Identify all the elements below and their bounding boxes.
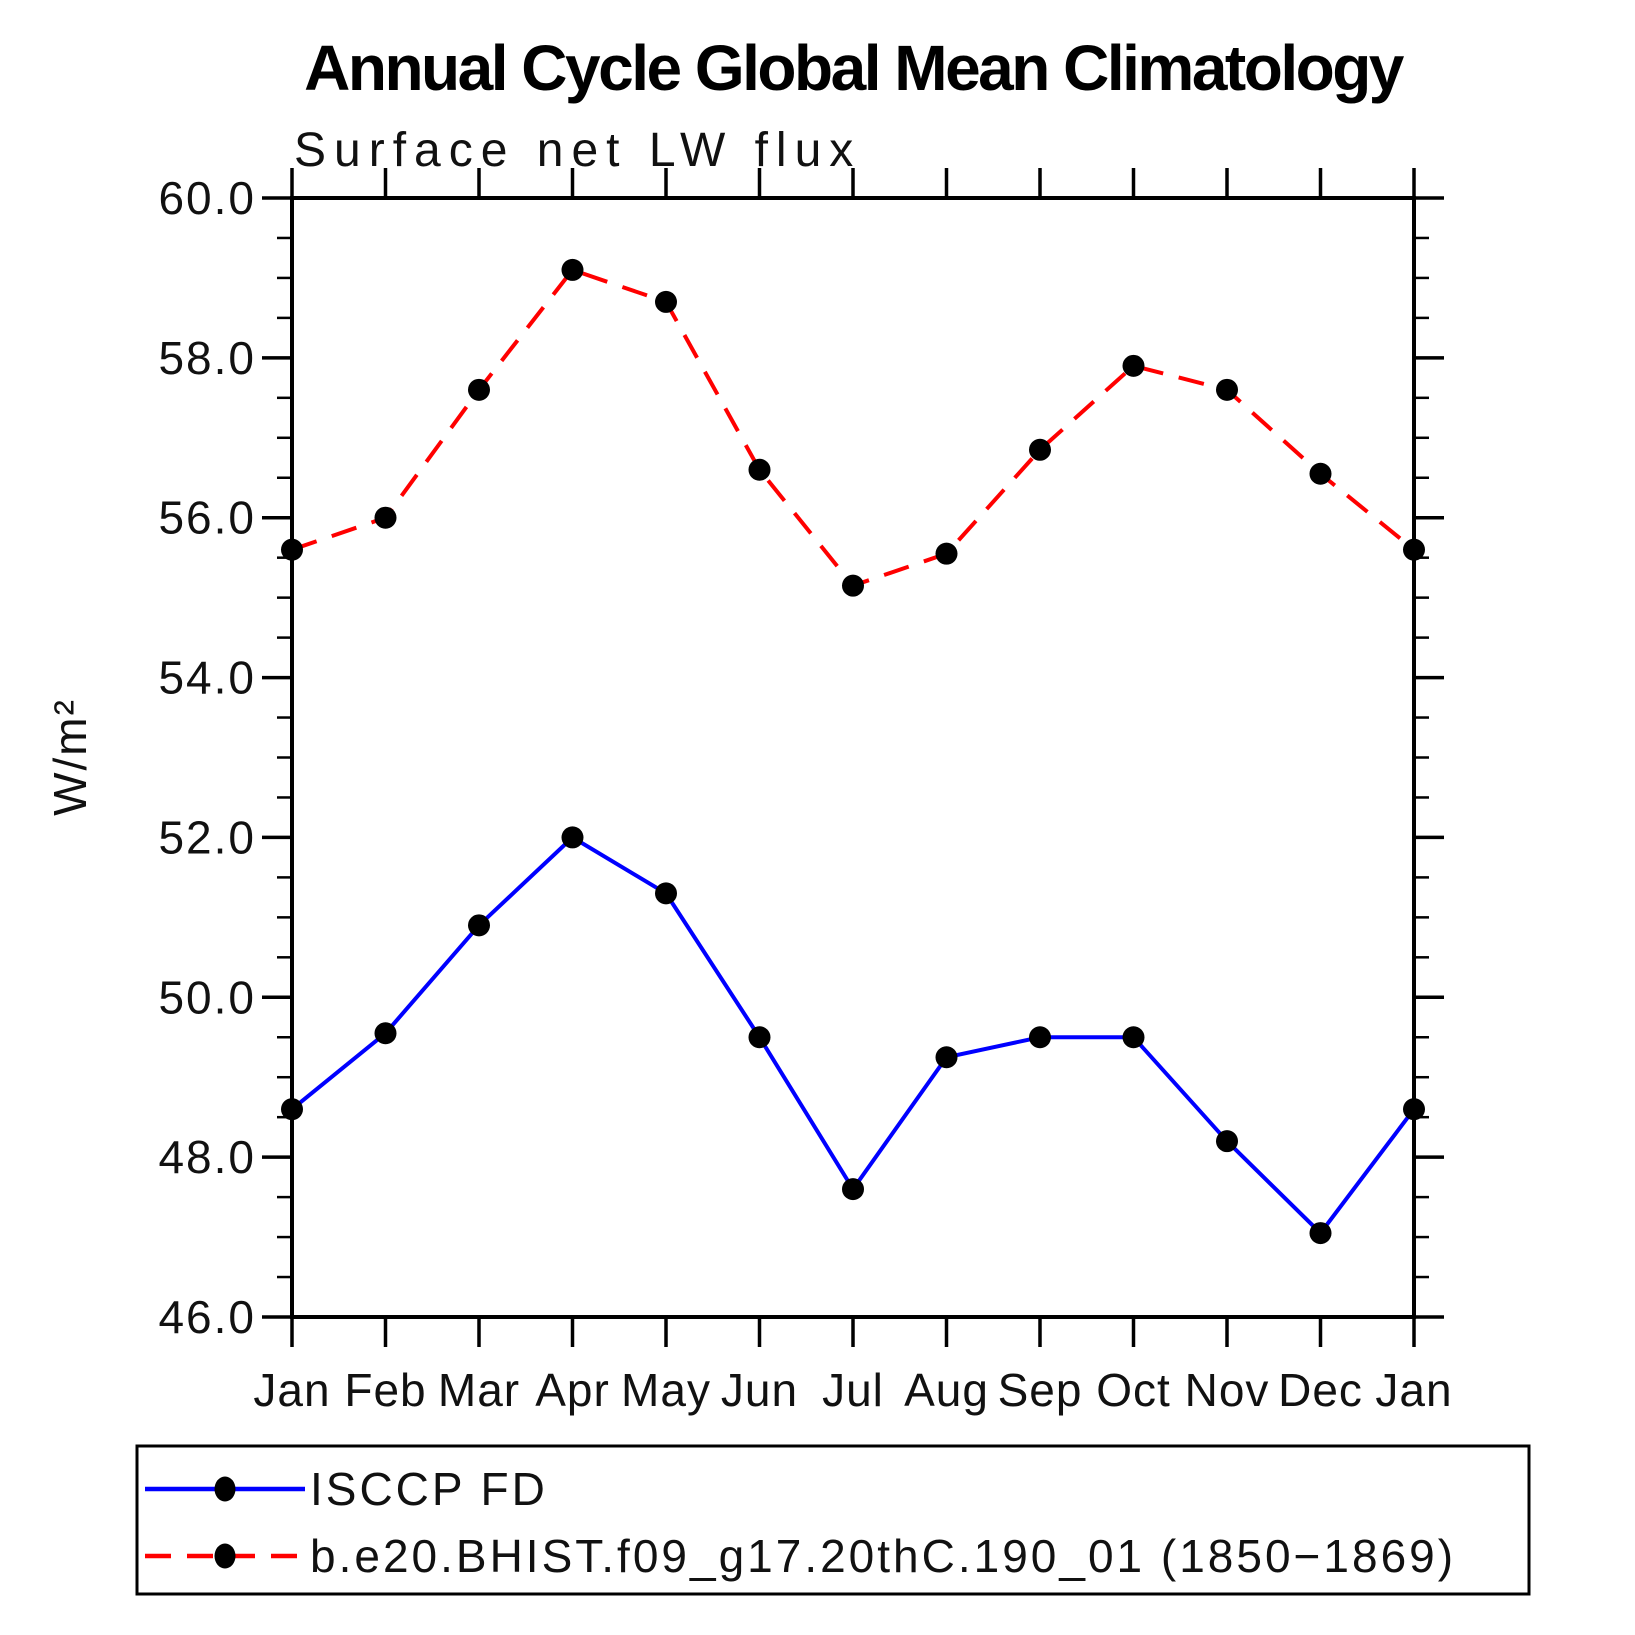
series-0-marker (655, 882, 677, 905)
series-1-marker (842, 574, 864, 597)
series-0-marker (1216, 1130, 1238, 1153)
legend-label-isccp-fd: ISCCP FD (310, 1463, 548, 1515)
x-tick-labels: Jan Feb Mar Apr May Jun Jul Aug Sep Oct Nov Dec Jan (253, 1364, 1452, 1416)
y-tick-label: 48.0 (158, 1131, 256, 1183)
x-tick-label: Nov (1185, 1364, 1270, 1416)
x-tick-label: Apr (535, 1364, 610, 1416)
x-tick-label: Jul (822, 1364, 884, 1416)
x-tick-label: May (621, 1364, 711, 1416)
x-tick-label: Aug (904, 1364, 989, 1416)
y-tick-label: 56.0 (158, 492, 256, 544)
axis-ticks (262, 168, 1444, 1347)
y-tick-label: 50.0 (158, 971, 256, 1023)
series-1-marker (748, 458, 771, 481)
series-0-line (290, 834, 1416, 1237)
series-1-marker (1029, 438, 1051, 461)
series-1-marker (1216, 378, 1238, 401)
x-tick-label: Oct (1096, 1364, 1171, 1416)
series-0-marker (1122, 1026, 1145, 1049)
y-axis-label: W/m² (44, 698, 96, 816)
legend-marker (214, 1476, 236, 1502)
plot-frame (290, 196, 1416, 1319)
legend-marker (214, 1543, 236, 1569)
x-tick-label: Mar (438, 1364, 520, 1416)
x-tick-label: Sep (998, 1364, 1083, 1416)
series-1-marker (935, 542, 958, 565)
series-0-marker (748, 1026, 771, 1049)
x-tick-label: Dec (1278, 1364, 1363, 1416)
y-tick-label: 46.0 (158, 1291, 256, 1343)
chart-subtitle: Surface net LW flux (294, 124, 861, 177)
chart-title: Annual Cycle Global Mean Climatology (304, 32, 1405, 104)
series-0-marker (468, 914, 490, 937)
series-1-marker (1122, 354, 1145, 377)
series-0-marker (935, 1046, 958, 1069)
series-1-marker (374, 506, 397, 529)
series-1-marker (1309, 462, 1332, 485)
series-0-marker (842, 1178, 864, 1201)
series-layer (281, 258, 1425, 1245)
x-tick-label: Jun (721, 1364, 798, 1416)
x-tick-label: Jan (253, 1364, 330, 1416)
series-1-marker (468, 378, 490, 401)
series-0-marker (561, 826, 584, 849)
x-tick-label: Jan (1375, 1364, 1452, 1416)
legend-samples (145, 1476, 305, 1569)
legend-label-model-run: b.e20.BHIST.f09_g17.20thC.190_01 (1850−1… (310, 1530, 1456, 1582)
legend-box (135, 1444, 1531, 1596)
y-tick-label: 54.0 (158, 652, 256, 704)
series-1-marker (655, 290, 677, 313)
y-tick-labels: 60.0 58.0 56.0 54.0 52.0 50.0 48.0 46.0 (158, 172, 256, 1343)
x-tick-label: Feb (344, 1364, 426, 1416)
series-0-marker (1309, 1222, 1332, 1245)
series-0-marker (1029, 1026, 1051, 1049)
y-tick-label: 52.0 (158, 811, 256, 863)
series-1-line (291, 267, 1416, 588)
series-1-marker (561, 258, 584, 281)
y-tick-label: 60.0 (158, 172, 256, 224)
y-tick-label: 58.0 (158, 332, 256, 384)
series-0-marker (374, 1022, 397, 1045)
